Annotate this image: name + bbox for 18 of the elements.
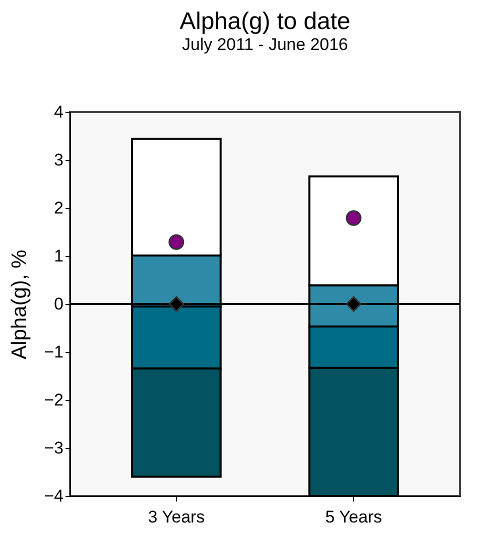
y-tick-label: −3 — [44, 438, 64, 458]
y-tick-label: 4 — [54, 102, 64, 122]
y-axis-title: Alpha(g), % — [8, 250, 32, 360]
chart-title: Alpha(g) to date — [180, 8, 350, 35]
y-tick-label: 3 — [54, 150, 64, 170]
y-tick-label: −2 — [44, 390, 64, 410]
point — [168, 296, 184, 312]
point — [168, 234, 184, 250]
point — [346, 210, 362, 226]
chart-subtitle: July 2011 - June 2016 — [182, 35, 348, 54]
y-tick-label: −4 — [44, 486, 64, 506]
point — [346, 296, 362, 312]
x-tick-label: 5 Years — [325, 508, 382, 526]
y-tick-label: −1 — [44, 342, 64, 362]
y-tick-label: 2 — [54, 198, 64, 218]
y-tick-label: 1 — [54, 246, 64, 266]
y-tick-label: 0 — [54, 294, 64, 314]
x-tick-label: 3 Years — [148, 508, 205, 526]
